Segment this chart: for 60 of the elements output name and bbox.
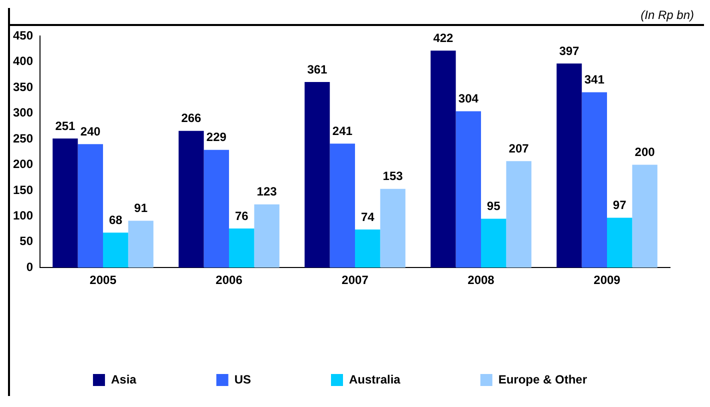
bar — [556, 63, 582, 268]
bar — [254, 204, 280, 268]
y-tick-label: 300 — [12, 106, 34, 120]
y-tick-label: 400 — [12, 54, 34, 68]
data-label: 76 — [234, 208, 249, 223]
data-label: 91 — [134, 201, 148, 216]
legend-label: Australia — [348, 372, 401, 386]
y-tick-label: 0 — [26, 260, 34, 274]
text: (In Rp bn) — [10, 8, 704, 26]
bar — [178, 130, 204, 268]
data-label: 74 — [360, 210, 375, 224]
data-label: 240 — [80, 124, 101, 138]
data-label: 422 — [433, 30, 454, 45]
bar — [481, 218, 506, 268]
y-tick-label: 100 — [12, 208, 34, 222]
bar — [506, 161, 532, 268]
y-tick-label: 150 — [12, 182, 34, 197]
legend-label: Asia — [110, 372, 137, 386]
bar — [78, 144, 104, 268]
data-label: 207 — [508, 141, 530, 156]
data-label: 200 — [634, 145, 656, 160]
bar — [52, 138, 78, 268]
legend-label: US — [234, 372, 251, 386]
y-tick-label: 50 — [20, 234, 34, 248]
x-tick-label: 2008 — [468, 273, 495, 288]
x-tick-label: 2005 — [90, 273, 117, 288]
y-tick-label: 200 — [12, 157, 34, 172]
bar — [204, 150, 230, 268]
bar — [380, 188, 406, 268]
bar — [304, 82, 330, 268]
data-label: 241 — [332, 124, 353, 138]
x-tick-label: 2007 — [342, 273, 369, 288]
bar — [632, 164, 658, 268]
bar — [330, 144, 356, 268]
y-tick-label: 450 — [12, 28, 34, 43]
bar — [103, 232, 128, 268]
data-label: 341 — [584, 72, 605, 87]
bar — [430, 50, 456, 268]
x-tick-label: 2009 — [594, 273, 621, 288]
bar — [582, 92, 607, 268]
x-tick-label: 2006 — [216, 273, 243, 288]
data-label: 95 — [486, 199, 501, 214]
data-label: 68 — [108, 212, 123, 227]
bar — [128, 220, 154, 268]
bar — [456, 111, 482, 268]
data-label: 361 — [307, 62, 328, 76]
y-tick-label: 250 — [12, 131, 34, 146]
data-label: 229 — [206, 130, 227, 144]
bar — [355, 230, 380, 268]
data-label: 304 — [458, 92, 479, 106]
legend-label: Europe & Other — [498, 372, 588, 386]
data-label: 123 — [256, 184, 278, 199]
data-label: 153 — [382, 169, 404, 184]
data-label: 251 — [55, 118, 76, 133]
y-tick-label: 350 — [12, 80, 34, 94]
bar — [229, 228, 254, 268]
data-label: 266 — [181, 111, 202, 126]
data-label: 97 — [612, 198, 627, 212]
bar — [607, 218, 632, 268]
data-label: 397 — [559, 44, 580, 58]
